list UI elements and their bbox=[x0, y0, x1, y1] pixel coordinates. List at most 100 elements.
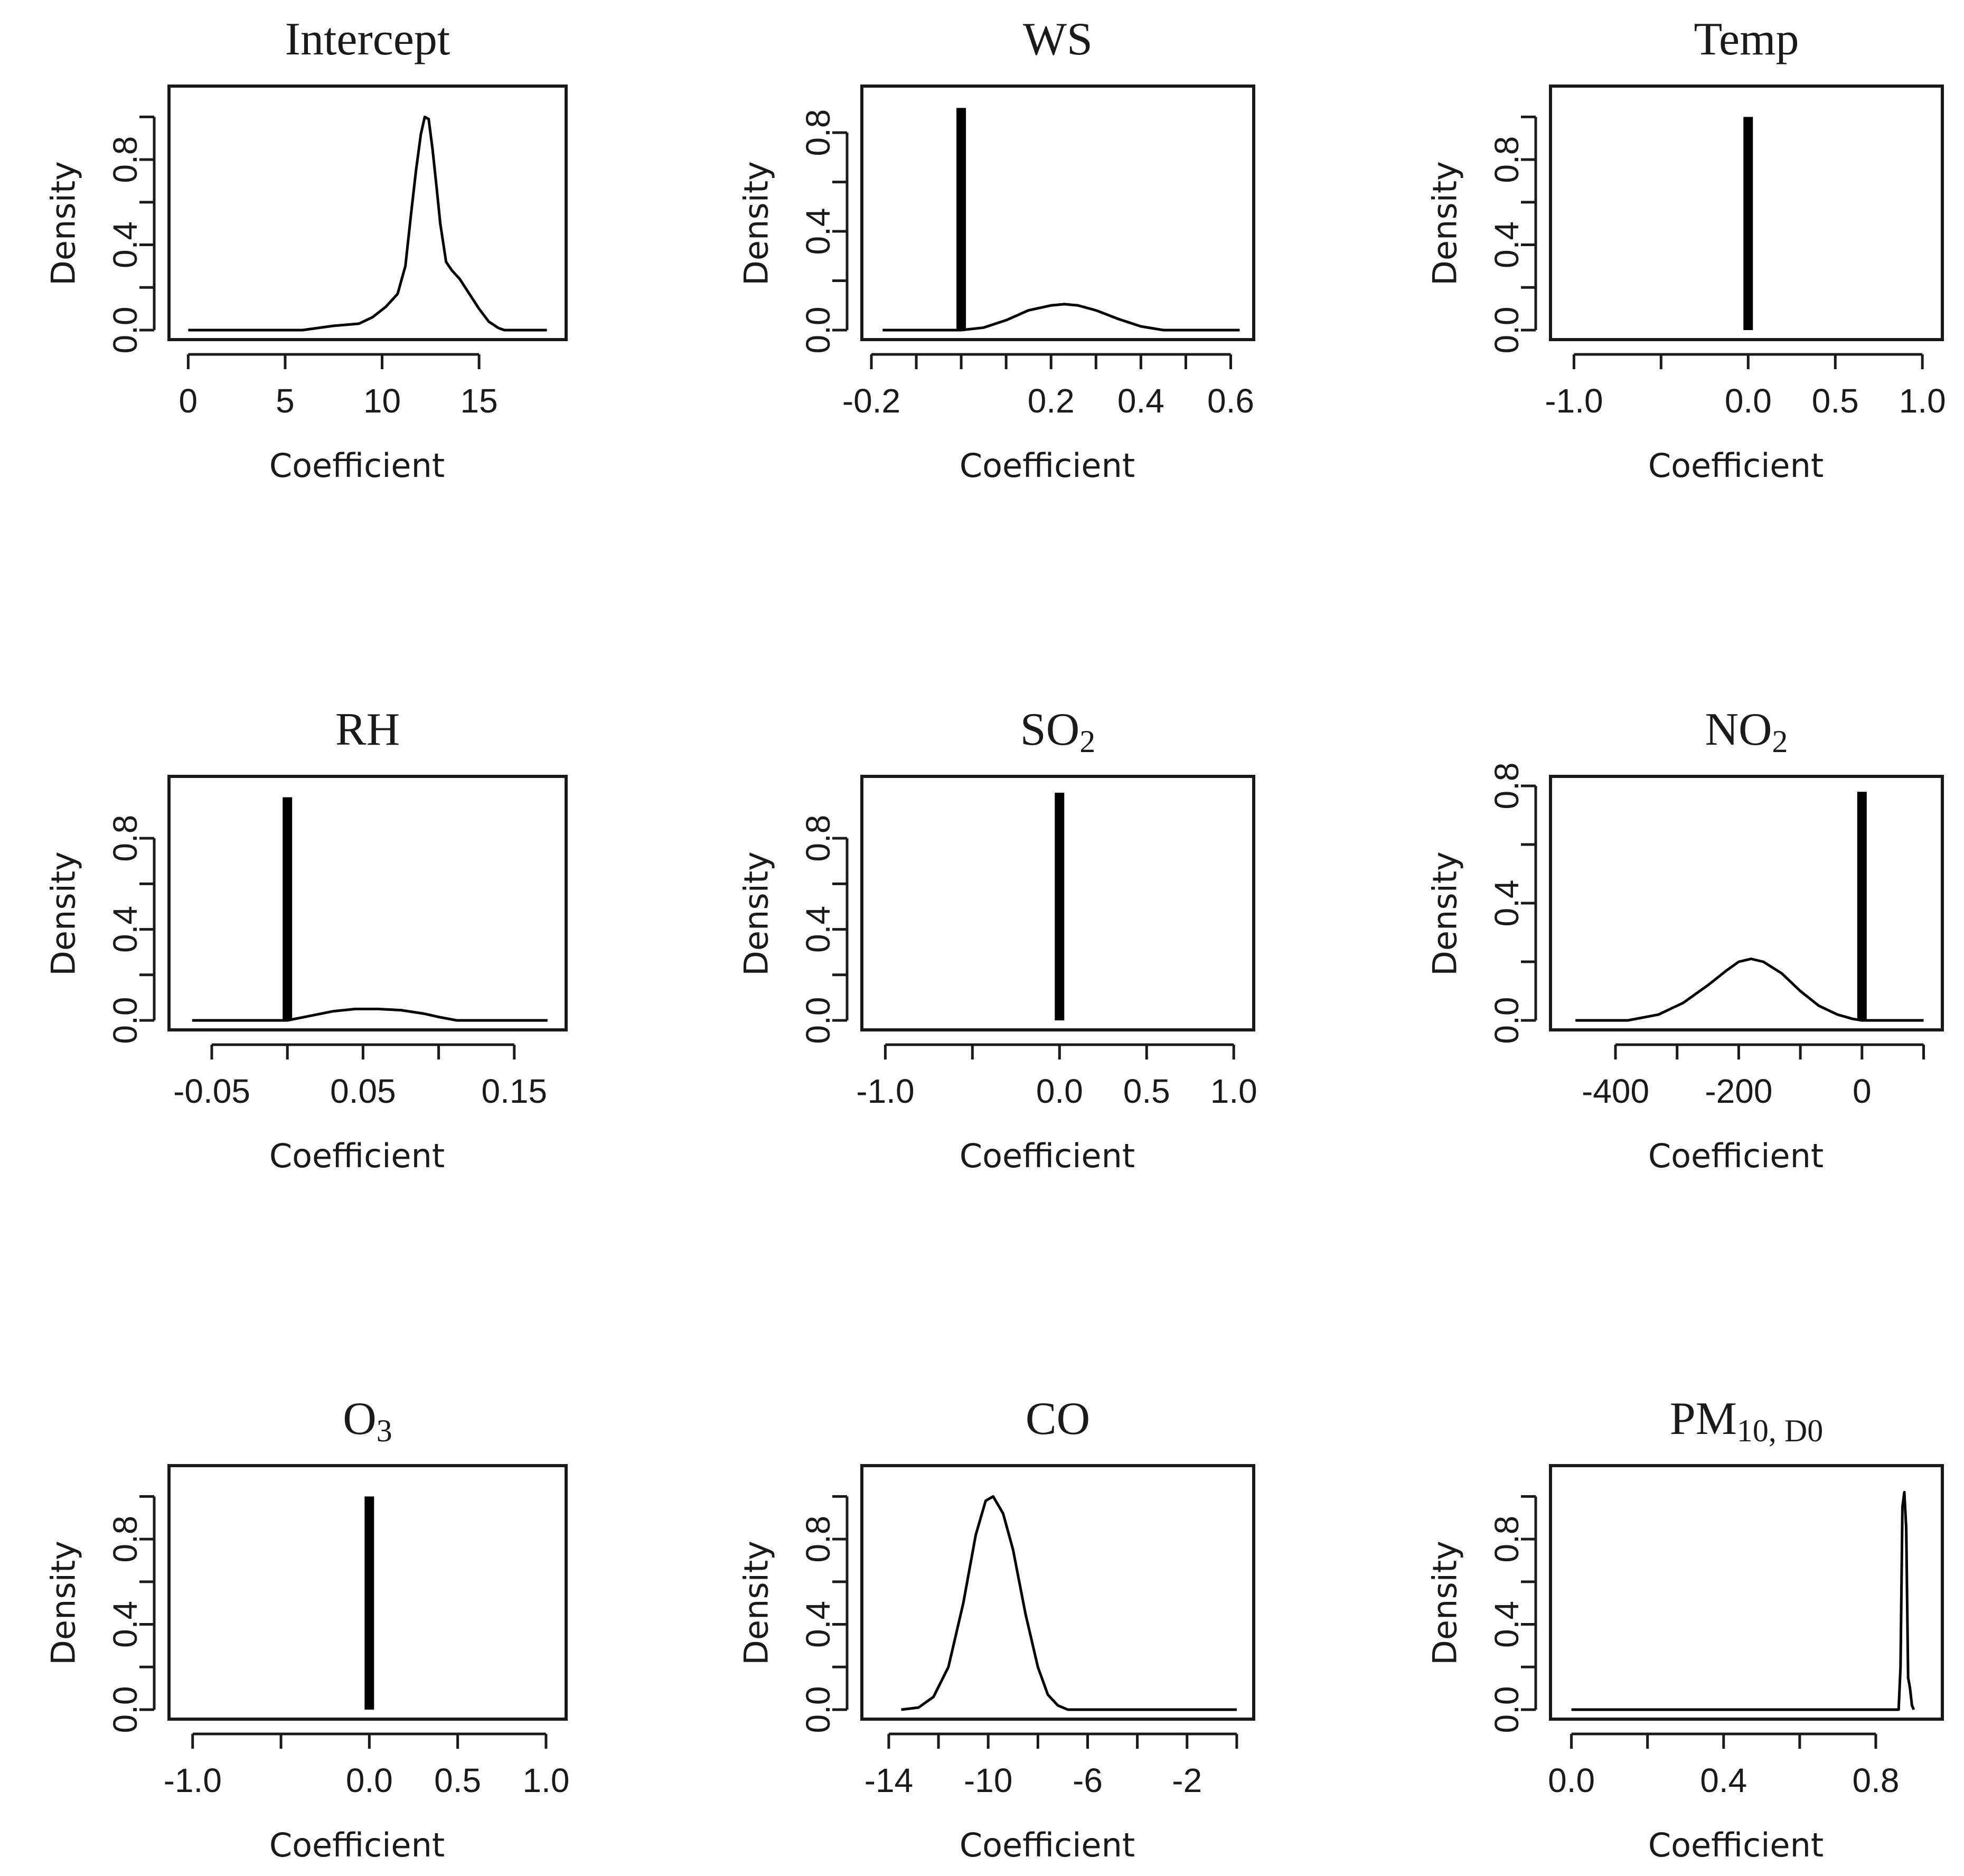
density-panel: CO -14 -10 -6 -2 0.0 0.4 0.8 Coefficient Density bbox=[737, 1393, 1255, 1864]
y-tick-label: 0.0 bbox=[799, 997, 837, 1044]
y-tick-label: 0.4 bbox=[106, 221, 144, 268]
y-axis-title: Density bbox=[737, 1541, 776, 1665]
density-panel: RH -0.05 0.05 0.15 0.0 0.4 0.8 Coefficient Densi… bbox=[44, 704, 568, 1175]
x-tick-label: 0.8 bbox=[1852, 1761, 1899, 1799]
panel-title-main: RH bbox=[335, 704, 400, 755]
density-curve bbox=[1571, 1490, 1915, 1711]
y-tick-label: 0.4 bbox=[1488, 1601, 1526, 1648]
x-tick-label: 0 bbox=[179, 382, 198, 420]
y-tick-label: 0.4 bbox=[1488, 221, 1526, 268]
x-tick-label: -200 bbox=[1705, 1072, 1772, 1110]
y-tick-label: 0.0 bbox=[799, 1686, 837, 1733]
panel-title: Temp bbox=[1694, 14, 1799, 65]
plot-frame bbox=[860, 775, 1255, 1031]
y-tick-label: 0.8 bbox=[799, 815, 837, 862]
x-tick-label: -0.05 bbox=[173, 1072, 250, 1110]
density-curve bbox=[901, 1495, 1237, 1711]
y-tick-label: 0.8 bbox=[799, 109, 837, 156]
plot-frame bbox=[167, 1464, 568, 1721]
x-tick-label: 0.0 bbox=[1036, 1072, 1083, 1110]
density-curve bbox=[192, 1007, 548, 1022]
y-tick-label: 0.0 bbox=[106, 1686, 144, 1733]
x-tick-label: -6 bbox=[1073, 1761, 1103, 1799]
panel-title-main: O bbox=[343, 1393, 377, 1444]
y-tick-label: 0.8 bbox=[799, 1516, 837, 1563]
y-tick-label: 0.0 bbox=[1488, 997, 1526, 1044]
y-tick-label: 0.8 bbox=[1488, 1516, 1526, 1563]
panel-title-main: WS bbox=[1023, 14, 1093, 65]
x-tick-label: 0.0 bbox=[346, 1761, 393, 1799]
panel-title-main: NO bbox=[1705, 704, 1772, 755]
x-axis-title: Coefficient bbox=[1648, 446, 1824, 485]
panel-title-main: PM bbox=[1670, 1393, 1737, 1444]
y-axis-title: Density bbox=[44, 851, 83, 976]
x-tick-label: -1.0 bbox=[1545, 382, 1603, 420]
density-panel: O3 -1.0 0.0 0.5 1.0 0.0 0.4 0.8 Coefficient Densi… bbox=[44, 1393, 570, 1864]
y-tick-label: 0.0 bbox=[1488, 1686, 1526, 1733]
x-tick-label: 0.5 bbox=[434, 1761, 481, 1799]
x-tick-label: 0.5 bbox=[1812, 382, 1859, 420]
density-panel: SO2 -1.0 0.0 0.5 1.0 0.0 0.4 0.8 Coefficient Dens… bbox=[737, 704, 1257, 1175]
x-tick-label: 0.6 bbox=[1207, 382, 1254, 420]
x-tick-label: -10 bbox=[964, 1761, 1013, 1799]
panel-title: Intercept bbox=[285, 14, 450, 65]
x-axis-title: Coefficient bbox=[1648, 1137, 1824, 1175]
panel-title: RH bbox=[335, 704, 400, 755]
x-tick-label: -2 bbox=[1172, 1761, 1202, 1799]
x-axis-title: Coefficient bbox=[960, 1137, 1135, 1175]
x-tick-label: 0.2 bbox=[1028, 382, 1075, 420]
plot-frame bbox=[1549, 1464, 1944, 1721]
y-axis-title: Density bbox=[44, 1541, 83, 1665]
density-panel: Intercept 0 5 10 15 0.0 0.4 0.8 Coefficient Densi… bbox=[44, 14, 568, 485]
y-tick-label: 0.8 bbox=[1488, 136, 1526, 183]
y-axis-title: Density bbox=[1426, 161, 1464, 286]
y-tick-label: 0.0 bbox=[1488, 307, 1526, 354]
x-tick-label: 0.4 bbox=[1700, 1761, 1747, 1799]
x-axis-title: Coefficient bbox=[960, 446, 1135, 485]
y-tick-label: 0.8 bbox=[1488, 763, 1526, 810]
panel-title-subscript: 2 bbox=[1079, 724, 1095, 759]
y-tick-label: 0.0 bbox=[106, 307, 144, 354]
x-tick-label: 1.0 bbox=[1899, 382, 1946, 420]
density-curve bbox=[188, 115, 547, 332]
x-tick-label: 0.5 bbox=[1123, 1072, 1170, 1110]
plot-frame bbox=[1549, 775, 1944, 1031]
x-tick-label: -1.0 bbox=[164, 1761, 222, 1799]
panel-title-main: Intercept bbox=[285, 14, 450, 65]
x-tick-label: 0.15 bbox=[482, 1072, 548, 1110]
x-tick-label: -400 bbox=[1582, 1072, 1649, 1110]
x-tick-label: -0.2 bbox=[842, 382, 900, 420]
x-tick-label: 15 bbox=[461, 382, 498, 420]
x-tick-label: 1.0 bbox=[1210, 1072, 1257, 1110]
x-axis-title: Coefficient bbox=[1648, 1826, 1824, 1864]
plot-frame bbox=[167, 85, 568, 341]
panel-title: SO2 bbox=[1020, 704, 1096, 759]
y-tick-label: 0.4 bbox=[106, 906, 144, 953]
y-axis-title: Density bbox=[1426, 1541, 1464, 1665]
panel-title: NO2 bbox=[1705, 704, 1788, 759]
y-axis-title: Density bbox=[1426, 851, 1464, 976]
panel-title-subscript: 3 bbox=[377, 1413, 392, 1448]
density-panel: NO2 -400 -200 0 0.0 0.4 0.8 Coefficient Density bbox=[1426, 704, 1944, 1175]
y-tick-label: 0.4 bbox=[799, 1601, 837, 1648]
y-tick-label: 0.4 bbox=[799, 208, 837, 255]
panel-title: CO bbox=[1026, 1393, 1090, 1444]
density-panel: Temp -1.0 0.0 0.5 1.0 0.0 0.4 0.8 Coefficient Den… bbox=[1426, 14, 1946, 485]
x-tick-label: 0.05 bbox=[330, 1072, 396, 1110]
y-axis-title: Density bbox=[44, 161, 83, 286]
x-axis-title: Coefficient bbox=[960, 1826, 1135, 1864]
x-tick-label: 0.0 bbox=[1548, 1761, 1595, 1799]
panel-title: PM10, D0 bbox=[1670, 1393, 1824, 1448]
y-tick-label: 0.0 bbox=[799, 307, 837, 354]
x-tick-label: 5 bbox=[276, 382, 295, 420]
panel-title: O3 bbox=[343, 1393, 392, 1448]
y-tick-label: 0.4 bbox=[106, 1601, 144, 1648]
plot-frame bbox=[860, 1464, 1255, 1721]
x-tick-label: -14 bbox=[864, 1761, 914, 1799]
plot-frame bbox=[167, 775, 568, 1031]
x-tick-label: 0.0 bbox=[1725, 382, 1772, 420]
y-axis-title: Density bbox=[737, 161, 776, 286]
y-tick-label: 0.0 bbox=[106, 997, 144, 1044]
x-tick-label: 10 bbox=[363, 382, 401, 420]
y-tick-label: 0.8 bbox=[106, 1516, 144, 1563]
